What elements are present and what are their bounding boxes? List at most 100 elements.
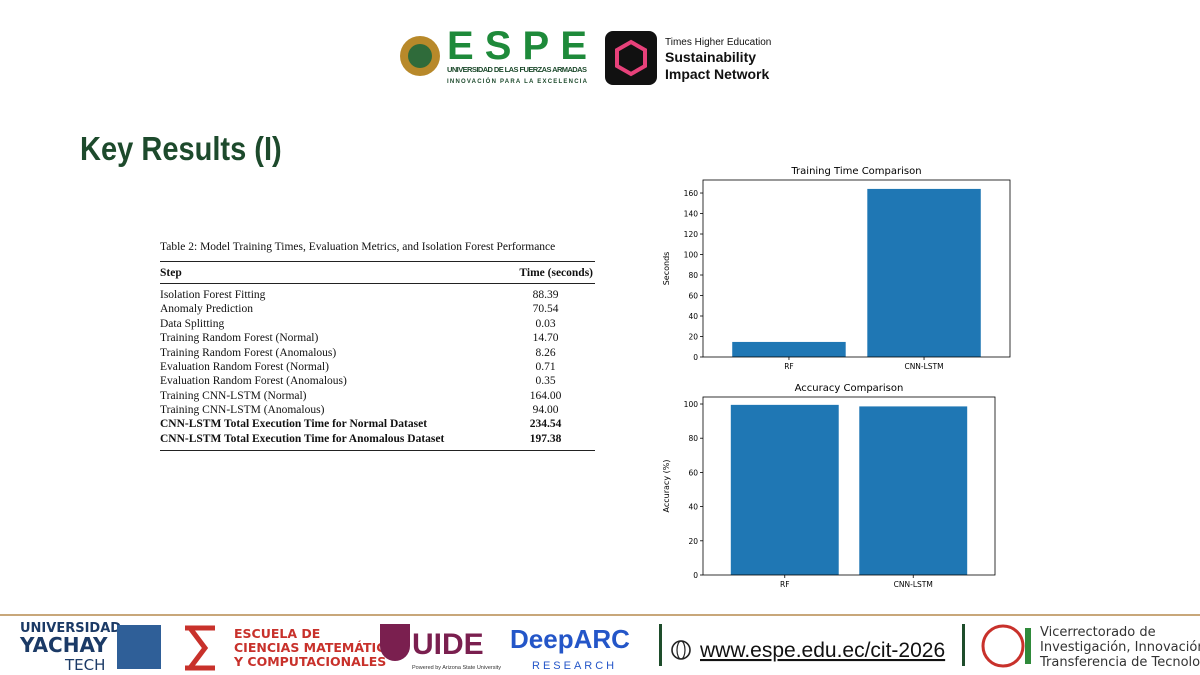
footer-rule [0, 614, 1200, 616]
column-header: Step [160, 261, 498, 284]
table-cell: Training Random Forest (Normal) [160, 332, 319, 345]
y-tick-label: 20 [688, 537, 698, 546]
globe-lines [676, 640, 686, 660]
y-tick-label: 0 [693, 571, 698, 580]
bar [730, 404, 839, 575]
y-tick-label: 40 [688, 312, 698, 321]
column-header: Time (seconds) [498, 261, 595, 284]
vice-2: Investigación, Innovación y [1040, 640, 1200, 655]
yachay: UNIVERSIDAD YACHAY TECH [19, 621, 161, 674]
table-cell: Evaluation Random Forest (Anomalous) [160, 375, 347, 388]
y-tick-label: 80 [688, 434, 698, 443]
results-table: Table 2: Model Training Times, Evaluatio… [160, 240, 595, 451]
the-hex [615, 39, 647, 77]
chart-title: Accuracy Comparison [795, 383, 904, 394]
table-cell: 88.39 [532, 289, 559, 301]
table-row: Evaluation Random Forest (Anomalous) 0.35 [160, 374, 595, 388]
the-line1: Sustainability [665, 49, 756, 65]
the-line2: Impact Network [665, 66, 769, 82]
y-axis-label: Accuracy (%) [662, 460, 671, 513]
y-tick-label: 60 [688, 292, 698, 301]
table-cell: CNN-LSTM Total Execution Time for Anomal… [160, 432, 445, 445]
table-cell: 70.54 [532, 303, 559, 316]
y-tick-label: 140 [684, 210, 699, 219]
escuela-3: Y COMPUTACIONALES [233, 654, 386, 669]
chart-title: Training Time Comparison [790, 166, 921, 177]
table-cell: CNN-LSTM Total Execution Time for Normal… [160, 418, 428, 431]
y-axis-label: Seconds [662, 252, 671, 286]
bar [732, 341, 846, 357]
x-tick-label: RF [784, 362, 794, 371]
table-cell: Training CNN-LSTM (Normal) [160, 389, 307, 402]
x-tick-label: CNN-LSTM [894, 580, 933, 589]
slide-title: Key Results (I) [80, 130, 282, 167]
table-cell: 0.03 [535, 317, 556, 330]
header-logos: ESPE UNIVERSIDAD DE LAS FUERZAS ARMADAS … [400, 28, 771, 85]
y-tick-label: 100 [684, 251, 699, 260]
espe-name: UNIVERSIDAD DE LAS FUERZAS ARMADAS [447, 65, 587, 74]
yachay-2: YACHAY [19, 633, 108, 657]
table-row: Training CNN-LSTM (Normal) 164.00 [160, 388, 595, 402]
plot-frame [702, 396, 996, 576]
table-caption: Table 2: Model Training Times, Evaluatio… [160, 241, 556, 253]
table: Step Time (seconds) Isolation Forest Fitti… [160, 261, 595, 451]
bar [859, 406, 968, 575]
table-row: CNN-LSTM Total Execution Time for Anomal… [160, 432, 595, 451]
charts: Training Time Comparison Seconds 0 20 40 60 80… [662, 166, 1011, 589]
table-cell: 0.35 [535, 375, 556, 388]
x-tick-label: CNN-LSTM [904, 362, 943, 371]
y-tick-label: 80 [688, 271, 698, 280]
table-row: Training Random Forest (Normal) 14.70 [160, 331, 595, 345]
footer: UNIVERSIDAD YACHAY TECH ESCUELA DE CIENC… [19, 621, 1200, 674]
table-cell: Isolation Forest Fitting [160, 289, 266, 301]
table-cell: Training CNN-LSTM (Anomalous) [160, 404, 325, 416]
y-tick-label: 40 [688, 503, 698, 512]
espe-motto: INNOVACIÓN PARA LA EXCELENCIA [447, 77, 588, 85]
table-cell: 164.00 [529, 389, 562, 402]
y-tick-label: 0 [693, 353, 698, 362]
deeparc: DeepARC [510, 624, 630, 654]
header-row: Step Time (seconds) [160, 261, 595, 284]
table-cell: 197.38 [529, 432, 562, 445]
table-row: Evaluation Random Forest (Normal) 0.71 [160, 360, 595, 374]
y-tick-label: 120 [684, 230, 699, 239]
vice-3: Transferencia de Tecnología [1039, 655, 1200, 670]
y-tick-label: 100 [684, 400, 699, 409]
table-cell: 0.71 [535, 360, 556, 373]
table-cell: Data Splitting [160, 317, 225, 330]
x-tick-label: RF [780, 580, 790, 589]
table-cell: Evaluation Random Forest (Normal) [160, 360, 329, 373]
y-tick-label: 160 [684, 189, 699, 198]
table-row: Isolation Forest Fitting 88.39 [160, 284, 595, 303]
vice-1: Vicerrectorado de [1040, 625, 1156, 640]
table-cell: Training Random Forest (Anomalous) [160, 346, 337, 359]
yachay-1: UNIVERSIDAD [20, 621, 121, 636]
url[interactable]: www.espe.edu.ec/cit-2026 [699, 639, 945, 662]
table-cell: Anomaly Prediction [160, 303, 253, 316]
table-row: CNN-LSTM Total Execution Time for Normal… [160, 417, 595, 431]
uide-icon [380, 624, 410, 661]
vice-icon [981, 624, 1025, 668]
escuela-1: ESCUELA DE [234, 626, 320, 641]
divider [962, 624, 965, 666]
yachay-icon [117, 625, 161, 669]
deeparc-sub: RESEARCH [532, 660, 617, 672]
table-cell: 14.70 [532, 332, 559, 345]
escuela-2: CIENCIAS MATEMÁTICAS [234, 640, 404, 655]
crest-inner [408, 44, 432, 68]
table-body: Isolation Forest Fitting 88.39 Anomaly Pre… [160, 284, 595, 451]
vice-icon-bar [1025, 628, 1031, 664]
table-row: Training Random Forest (Anomalous) 8.26 [160, 345, 595, 359]
table-row: Training CNN-LSTM (Anomalous) 94.00 [160, 403, 595, 417]
globe [671, 640, 691, 660]
table-cell: 94.00 [532, 404, 559, 416]
divider [659, 624, 662, 666]
y-tick-label: 20 [688, 333, 698, 342]
table-row: Anomaly Prediction 70.54 [160, 302, 595, 316]
table-cell: 234.54 [529, 418, 562, 431]
table-row: Data Splitting 0.03 [160, 317, 595, 331]
bar [867, 188, 981, 357]
uide-sub: Powered by Arizona State University [412, 665, 501, 671]
yachay-3: TECH [64, 656, 105, 674]
